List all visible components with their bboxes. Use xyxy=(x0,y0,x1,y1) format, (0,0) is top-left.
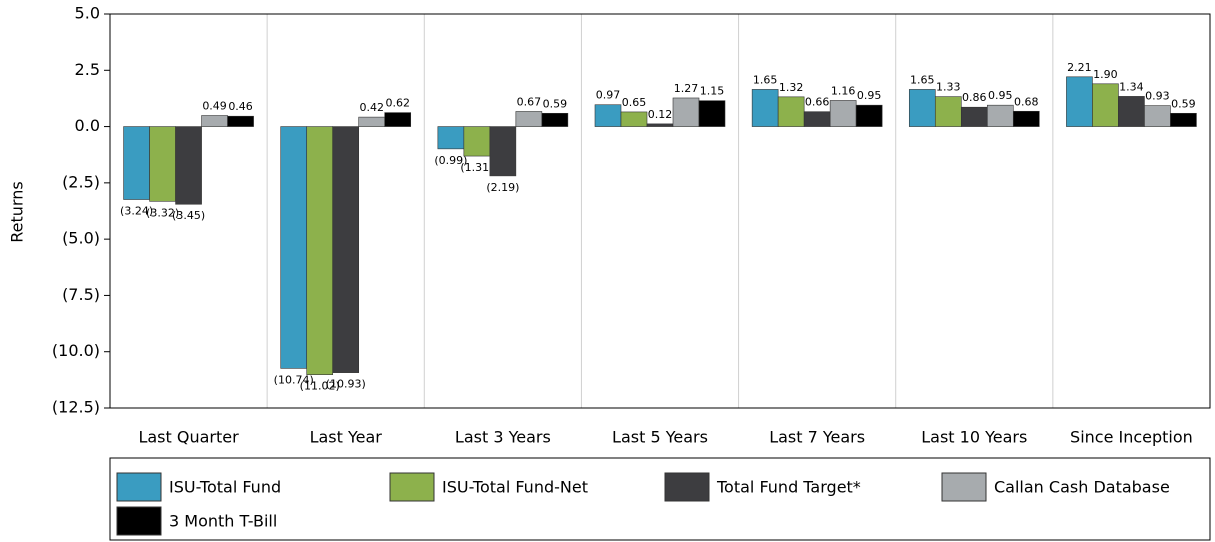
legend-label: ISU-Total Fund xyxy=(169,478,281,497)
bar xyxy=(672,97,700,127)
value-label: 1.34 xyxy=(1119,80,1144,93)
value-label: 0.59 xyxy=(543,97,568,110)
value-label: 1.65 xyxy=(910,73,935,86)
value-label: 0.95 xyxy=(857,89,882,102)
bar xyxy=(1012,110,1040,127)
value-label: (1.31) xyxy=(460,161,493,174)
value-label: 0.46 xyxy=(228,100,253,113)
y-tick-label: 2.5 xyxy=(75,60,100,79)
bar xyxy=(463,126,491,157)
value-label: 1.15 xyxy=(700,85,725,98)
legend-box xyxy=(109,457,1211,541)
value-label: (11.02) xyxy=(300,380,340,393)
bar xyxy=(175,126,202,205)
y-tick-label: (10.0) xyxy=(52,341,100,360)
value-label: 0.12 xyxy=(648,108,673,121)
bar xyxy=(777,96,805,127)
value-label: 1.33 xyxy=(936,81,961,94)
bar xyxy=(960,106,988,127)
y-tick-label: 5.0 xyxy=(75,4,100,23)
bar xyxy=(908,89,936,127)
value-label: 2.21 xyxy=(1067,61,1092,74)
bar xyxy=(515,111,543,127)
value-label: 0.93 xyxy=(1145,90,1170,103)
bar xyxy=(803,111,831,127)
value-label: 1.16 xyxy=(831,84,856,97)
value-label: (10.93) xyxy=(326,378,366,391)
bar xyxy=(1066,76,1093,127)
bar xyxy=(855,104,883,127)
legend-label: Callan Cash Database xyxy=(994,478,1170,497)
x-tick-label: Last 7 Years xyxy=(769,428,865,447)
legend-swatch xyxy=(664,472,710,502)
bar xyxy=(1170,112,1197,127)
bar xyxy=(306,126,334,375)
value-label: (3.32) xyxy=(146,206,179,219)
plot-frame xyxy=(109,13,1211,409)
y-axis-label: Returns xyxy=(8,181,27,242)
bar xyxy=(1092,83,1119,127)
bar xyxy=(751,89,779,127)
bar xyxy=(123,126,150,200)
legend-swatch xyxy=(941,472,987,502)
y-tick-label: (2.5) xyxy=(62,172,100,191)
bar xyxy=(646,123,674,127)
y-tick-label: (5.0) xyxy=(62,229,100,248)
legend-swatch xyxy=(116,472,162,502)
y-tick-label: 0.0 xyxy=(75,116,100,135)
bar xyxy=(201,115,228,127)
x-tick-label: Since Inception xyxy=(1070,428,1193,447)
x-tick-label: Last 3 Years xyxy=(455,428,551,447)
value-label: 0.97 xyxy=(596,89,621,102)
value-label: 0.68 xyxy=(1014,95,1039,108)
value-label: (0.99) xyxy=(434,154,467,167)
value-label: (2.19) xyxy=(486,181,519,194)
y-tick-label: (7.5) xyxy=(62,285,100,304)
value-label: 0.66 xyxy=(805,96,830,109)
bar xyxy=(227,115,254,127)
bar xyxy=(541,112,569,127)
value-label: 1.32 xyxy=(779,81,804,94)
x-tick-label: Last 10 Years xyxy=(921,428,1027,447)
value-label: 0.95 xyxy=(988,89,1013,102)
value-label: (3.24) xyxy=(120,205,153,218)
value-label: 0.86 xyxy=(962,91,987,104)
x-tick-label: Last Quarter xyxy=(138,428,239,447)
bar xyxy=(149,126,176,202)
value-label: 0.49 xyxy=(202,100,227,113)
value-label: 0.65 xyxy=(622,96,647,109)
bar xyxy=(934,96,962,127)
bar xyxy=(698,100,726,127)
value-label: 1.27 xyxy=(674,82,699,95)
value-label: 1.65 xyxy=(753,73,778,86)
bar xyxy=(1144,105,1171,127)
bar xyxy=(489,126,517,177)
bar xyxy=(829,100,857,127)
bar xyxy=(280,126,308,369)
bar xyxy=(986,104,1014,127)
legend-label: 3 Month T-Bill xyxy=(169,512,277,531)
bar xyxy=(437,126,465,150)
legend-swatch xyxy=(389,472,435,502)
legend-swatch xyxy=(116,506,162,536)
bar xyxy=(358,116,386,127)
value-label: (10.74) xyxy=(274,373,314,386)
value-label: (3.45) xyxy=(172,209,205,222)
bar xyxy=(332,126,360,373)
legend-label: Total Fund Target* xyxy=(716,478,861,497)
value-label: 0.59 xyxy=(1171,97,1196,110)
bar xyxy=(1118,96,1145,127)
value-label: 1.90 xyxy=(1093,68,1118,81)
bar xyxy=(620,111,648,127)
bar xyxy=(594,104,622,127)
x-tick-label: Last 5 Years xyxy=(612,428,708,447)
x-tick-label: Last Year xyxy=(310,428,383,447)
value-label: 0.67 xyxy=(517,95,542,108)
y-tick-label: (12.5) xyxy=(52,398,100,417)
value-label: 0.62 xyxy=(385,97,410,110)
value-label: 0.42 xyxy=(359,101,384,114)
bar xyxy=(384,112,412,127)
legend-label: ISU-Total Fund-Net xyxy=(442,478,588,497)
